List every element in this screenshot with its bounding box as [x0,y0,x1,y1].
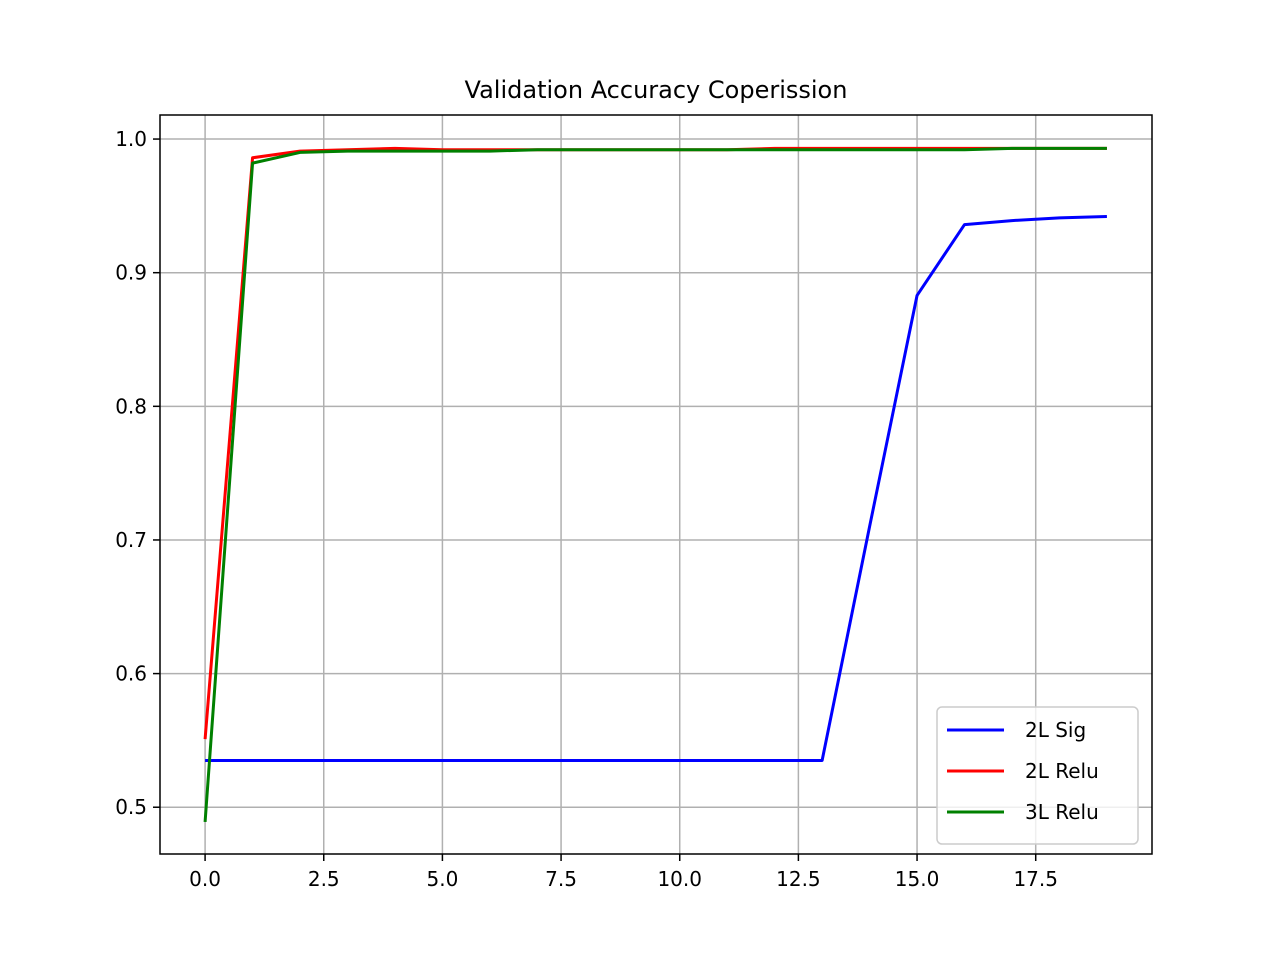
legend-label: 2L Relu [1025,759,1099,783]
series-line-3l-relu [203,146,1107,823]
y-tick-label: 0.8 [115,394,147,418]
x-tick-label: 2.5 [308,867,340,891]
x-axis: 0.0 2.5 5.0 7.5 10.0 12.5 15.0 17.5 [189,854,1058,891]
grid [160,115,1152,854]
legend-label: 3L Relu [1025,800,1099,824]
x-tick-label: 5.0 [427,867,459,891]
series-line-2l-sig [205,215,1107,762]
plot-frame [159,114,1153,855]
x-tick-label: 7.5 [545,867,577,891]
legend-box [936,706,1139,845]
x-tick-label: 0.0 [189,867,221,891]
x-tick-label: 12.5 [776,867,821,891]
chart-title: Validation Accuracy Coperission [465,76,848,104]
x-tick-label: 17.5 [1013,867,1058,891]
x-tick-label: 15.0 [895,867,940,891]
y-tick-label: 0.5 [115,795,147,819]
y-tick-label: 0.9 [115,261,147,285]
x-tick-label: 10.0 [657,867,702,891]
legend: 2L Sig 2L Relu 3L Relu [936,706,1139,845]
y-tick-label: 1.0 [115,127,147,151]
y-axis: 0.5 0.6 0.7 0.8 0.9 1.0 [115,127,160,819]
legend-label: 2L Sig [1025,718,1086,742]
y-tick-label: 0.6 [115,662,147,686]
series-lines [203,146,1107,823]
y-tick-label: 0.7 [115,528,147,552]
